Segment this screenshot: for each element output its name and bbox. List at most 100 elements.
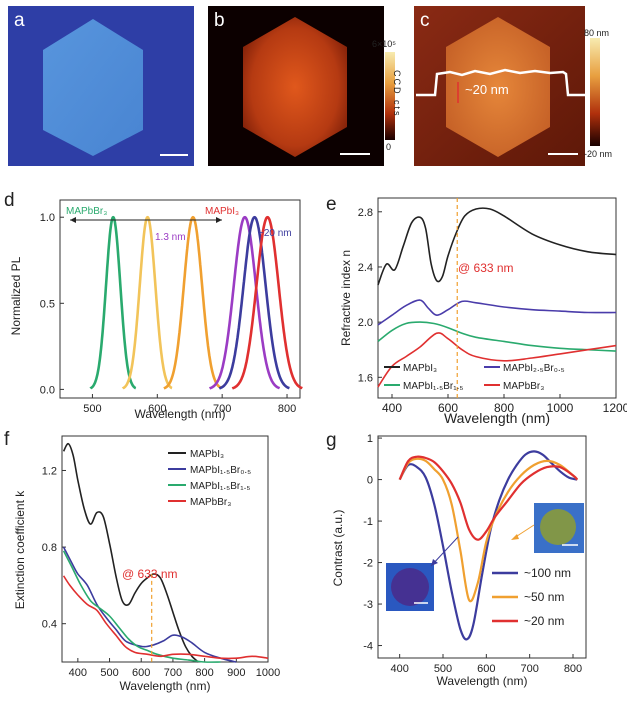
panel-e-frame bbox=[377, 197, 617, 399]
panel-d-series-line bbox=[89, 215, 137, 390]
panel-d-annot-right: MAPbI₃ bbox=[205, 206, 239, 217]
panel-e-legend-label: MAPbI₁.₅Br₁.₅ bbox=[403, 381, 463, 392]
panel-d-xtick-label: 800 bbox=[278, 403, 296, 415]
panel-g-inset-thin-crystal bbox=[540, 509, 576, 545]
panel-d-xlabel: Wavelength (nm) bbox=[135, 407, 226, 421]
panel-d-xtick-label: 500 bbox=[83, 403, 101, 415]
panel-f-xtick-label: 1000 bbox=[256, 667, 280, 679]
panel-f-ytick-label: 0.4 bbox=[42, 619, 57, 631]
panel-f-legend-label: MAPbI₃ bbox=[190, 449, 224, 460]
panel-f-ytick-label: 0.8 bbox=[42, 542, 57, 554]
panel-g-inset-thin-arrowhead bbox=[511, 534, 519, 540]
panel-c-colorbar-bottom: -20 nm bbox=[584, 149, 612, 159]
panel-d-ytick-label: 1.0 bbox=[40, 212, 55, 224]
panel-g-xtick-label: 500 bbox=[434, 663, 452, 675]
panel-g: g Contrast (a.u.) Wavelength (nm) 400 500… bbox=[326, 430, 587, 688]
panel-e-xtick-label: 600 bbox=[438, 401, 458, 415]
panel-d-series-line bbox=[121, 215, 173, 390]
panel-g-legend-label: ~50 nm bbox=[524, 590, 564, 604]
pe-series-line bbox=[377, 299, 617, 326]
panel-c-height-profile bbox=[416, 68, 585, 97]
panel-c-colorbar-top: 80 nm bbox=[584, 28, 609, 38]
panel-g-frame bbox=[377, 435, 587, 659]
panel-f-xtick-label: 800 bbox=[195, 667, 213, 679]
panel-g-ytick-label: 0 bbox=[367, 475, 373, 487]
panel-g-xlabel: Wavelength (nm) bbox=[437, 674, 528, 688]
panel-b-colorbar bbox=[385, 52, 395, 140]
panel-e-label: e bbox=[326, 194, 337, 215]
panel-f-legend: MAPbI₃ MAPbI₁.₅Br₀.₅ MAPbI₁.₅Br₁.₅ MAPbBr₃ bbox=[168, 449, 251, 508]
panel-d-annot-left: MAPbBr₃ bbox=[66, 206, 107, 217]
panel-b-label: b bbox=[214, 10, 225, 31]
panel-d-series-line bbox=[163, 215, 222, 390]
panel-g-ytick-label: 1 bbox=[367, 433, 373, 445]
panel-d-xtick-label: 600 bbox=[148, 403, 166, 415]
panel-e: e Refractive index n Wavelength (nm) 400… bbox=[326, 194, 627, 426]
panel-e-legend-label: MAPbBr₃ bbox=[503, 381, 544, 392]
panel-g-ytick-label: -4 bbox=[363, 641, 373, 653]
panel-d-series-line bbox=[209, 215, 281, 390]
panel-c-colorbar bbox=[590, 38, 600, 146]
pf-series-line bbox=[62, 546, 237, 663]
panel-b-colorbar-title: CCD cts bbox=[392, 70, 402, 118]
panel-g-inset-thick-crystal bbox=[391, 568, 429, 606]
panel-g-ytick-label: -1 bbox=[363, 516, 373, 528]
panel-d-ytick-label: 0.5 bbox=[40, 298, 55, 310]
panel-g-inset-thick-arrowhead bbox=[431, 559, 438, 566]
panel-f-frame bbox=[61, 435, 269, 663]
pf-series-line bbox=[62, 442, 199, 663]
panel-d-xtick-label: 700 bbox=[213, 403, 231, 415]
panel-d-series-line bbox=[231, 215, 303, 390]
panel-e-ylabel: Refractive index n bbox=[339, 250, 353, 346]
panel-b-crystal bbox=[243, 17, 347, 157]
panel-g-legend: ~100 nm ~50 nm ~20 nm bbox=[492, 566, 571, 628]
panel-g-xtick-label: 600 bbox=[477, 663, 495, 675]
panel-f-legend-label: MAPbI₁.₅Br₀.₅ bbox=[190, 465, 251, 476]
panel-e-legend-label: MAPbI₂.₅Br₀.₅ bbox=[503, 363, 565, 374]
panel-d-frame bbox=[59, 199, 301, 399]
panel-e-ytick-label: 2.4 bbox=[358, 262, 373, 274]
panel-d-ylabel: Normalized PL bbox=[9, 256, 23, 335]
panel-e-xtick-label: 800 bbox=[494, 401, 514, 415]
pe-series-line bbox=[377, 321, 617, 352]
panel-f-legend-label: MAPbI₁.₅Br₁.₅ bbox=[190, 481, 250, 492]
pf-series-line bbox=[62, 575, 269, 660]
pe-series-line bbox=[377, 207, 617, 286]
panel-f-legend-label: MAPbBr₃ bbox=[190, 497, 231, 508]
panel-d-annot-t1: 1.3 nm bbox=[155, 232, 186, 243]
pg-series-line bbox=[398, 457, 579, 603]
panel-e-xtick-label: 1200 bbox=[603, 401, 627, 415]
pe-series-line bbox=[377, 332, 617, 388]
panel-d: d Normalized PL Wavelength (nm) 500 600 70… bbox=[4, 190, 303, 421]
panel-g-xtick-label: 800 bbox=[564, 663, 582, 675]
panel-e-legend: MAPbI₃ MAPbI₂.₅Br₀.₅ MAPbI₁.₅Br₁.₅ MAPbBr₃ bbox=[384, 363, 565, 392]
panel-e-xtick-label: 400 bbox=[382, 401, 402, 415]
panel-f-xtick-label: 400 bbox=[69, 667, 87, 679]
panel-d-annot-t2: ~20 nm bbox=[258, 228, 292, 239]
pf-series-line bbox=[62, 550, 221, 663]
panel-b-colorbar-bottom: 0 bbox=[386, 142, 391, 152]
panel-e-xtick-label: 1000 bbox=[547, 401, 574, 415]
panel-g-legend-label: ~20 nm bbox=[524, 614, 564, 628]
panel-c-label: c bbox=[420, 10, 430, 31]
panel-g-label: g bbox=[326, 430, 337, 451]
panel-c-crystal bbox=[446, 17, 550, 157]
panel-f-xtick-label: 900 bbox=[227, 667, 245, 679]
pg-series-line bbox=[398, 450, 578, 641]
panel-g-legend-label: ~100 nm bbox=[524, 566, 571, 580]
panel-f-xtick-label: 500 bbox=[100, 667, 118, 679]
panel-g-ytick-label: -3 bbox=[363, 599, 373, 611]
panel-d-label: d bbox=[4, 190, 15, 211]
panel-a-crystal bbox=[43, 19, 143, 156]
panel-a-label: a bbox=[14, 10, 25, 31]
panel-f-xlabel: Wavelength (nm) bbox=[120, 679, 211, 693]
panel-f: f Extinction coefficient k Wavelength (n… bbox=[4, 429, 280, 693]
panel-g-xtick-label: 700 bbox=[520, 663, 538, 675]
panel-c-annotation: ~20 nm bbox=[465, 82, 509, 97]
panel-g-xtick-label: 400 bbox=[390, 663, 408, 675]
panel-f-label: f bbox=[4, 429, 10, 450]
panel-e-ytick-label: 2.8 bbox=[358, 207, 373, 219]
panel-g-ytick-label: -2 bbox=[363, 558, 373, 570]
panel-e-legend-label: MAPbI₃ bbox=[403, 363, 437, 374]
panel-c: ~20 nm c 80 nm -20 nm bbox=[414, 6, 612, 166]
